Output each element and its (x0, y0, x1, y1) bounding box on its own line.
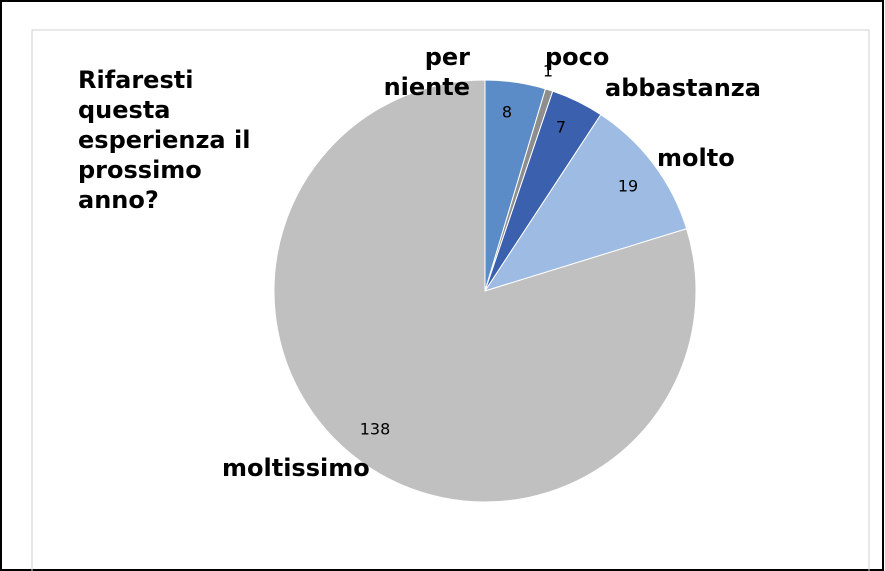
pie-slice (483, 113, 688, 292)
category-label: abbastanza (605, 74, 761, 102)
value-label: 7 (556, 118, 566, 137)
category-label: molto (657, 144, 735, 172)
value-label: 138 (360, 420, 391, 439)
chart-title: Rifaresti questa esperienza il prossimo … (78, 66, 251, 214)
value-label: 8 (502, 103, 512, 122)
category-label: moltissimo (222, 454, 370, 482)
value-label: 1 (543, 62, 553, 81)
value-label: 19 (618, 177, 638, 196)
category-label: per niente (383, 43, 470, 101)
pie-slice (273, 79, 697, 503)
plot-border (31, 29, 870, 571)
category-label: poco (545, 43, 610, 71)
